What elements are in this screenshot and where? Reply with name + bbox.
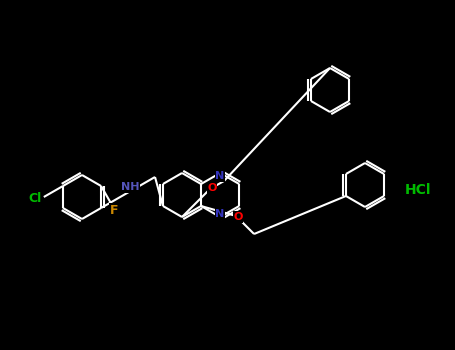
Text: HCl: HCl [405, 183, 431, 197]
Text: N: N [216, 171, 225, 181]
Text: N: N [216, 209, 225, 219]
Text: NH: NH [121, 182, 139, 192]
Text: Cl: Cl [28, 191, 41, 204]
Text: F: F [110, 204, 118, 217]
Text: O: O [207, 183, 217, 193]
Text: O: O [233, 212, 243, 222]
